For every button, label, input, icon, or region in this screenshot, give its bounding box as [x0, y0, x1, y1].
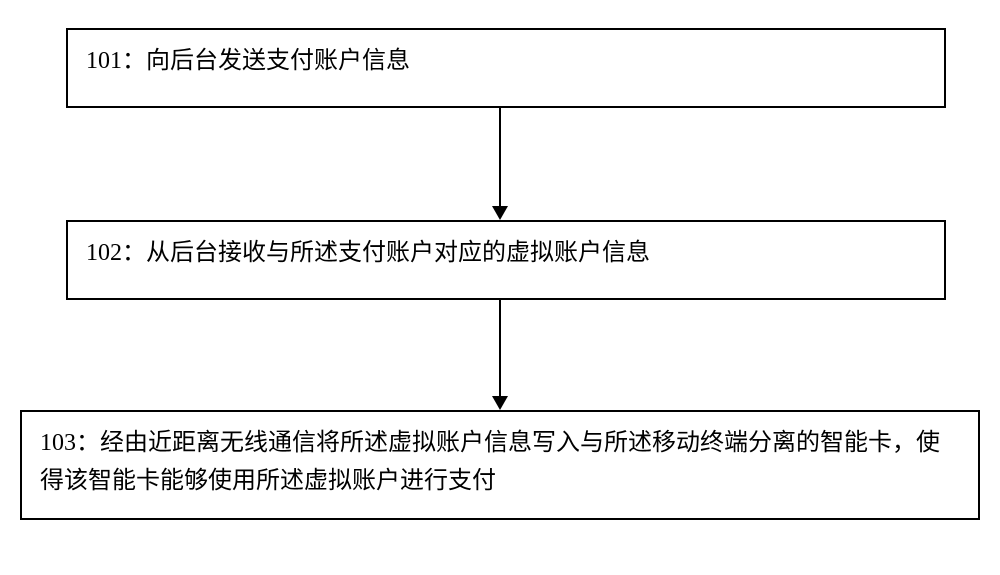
- flow-step-101-label: 101：向后台发送支付账户信息: [86, 42, 410, 80]
- flow-arrow-2-line: [499, 300, 501, 396]
- flowchart-container: 101：向后台发送支付账户信息 102：从后台接收与所述支付账户对应的虚拟账户信…: [0, 0, 1000, 575]
- flow-arrow-2-head: [492, 396, 508, 410]
- flow-step-102-label: 102：从后台接收与所述支付账户对应的虚拟账户信息: [86, 234, 650, 272]
- flow-step-101: 101：向后台发送支付账户信息: [66, 28, 946, 108]
- flow-arrow-1-line: [499, 108, 501, 206]
- flow-step-103: 103：经由近距离无线通信将所述虚拟账户信息写入与所述移动终端分离的智能卡，使得…: [20, 410, 980, 520]
- flow-step-102: 102：从后台接收与所述支付账户对应的虚拟账户信息: [66, 220, 946, 300]
- flow-arrow-1-head: [492, 206, 508, 220]
- flow-step-103-label: 103：经由近距离无线通信将所述虚拟账户信息写入与所述移动终端分离的智能卡，使得…: [40, 424, 960, 501]
